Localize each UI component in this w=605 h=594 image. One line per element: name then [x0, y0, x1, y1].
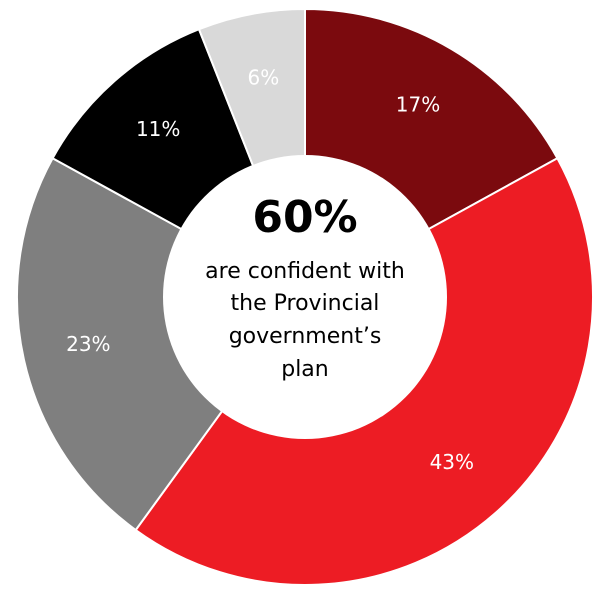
center-caption-line-3: government’s — [229, 324, 382, 349]
slice-label-4: 6% — [248, 65, 280, 89]
slice-label-0: 17% — [396, 92, 440, 116]
donut-hole — [163, 155, 447, 439]
center-caption-line-2: the Provincial — [231, 291, 380, 316]
slice-labels: 17% 43% 23% 11% 6% — [66, 65, 474, 474]
center-percentage: 60% — [252, 192, 357, 243]
slice-label-2: 23% — [66, 332, 110, 356]
center-caption-line-1: are confident with — [205, 259, 405, 284]
slice-label-3: 11% — [136, 117, 180, 141]
slice-label-1: 43% — [430, 450, 474, 474]
center-caption-line-4: plan — [281, 357, 329, 382]
slice-2 — [16, 156, 307, 532]
